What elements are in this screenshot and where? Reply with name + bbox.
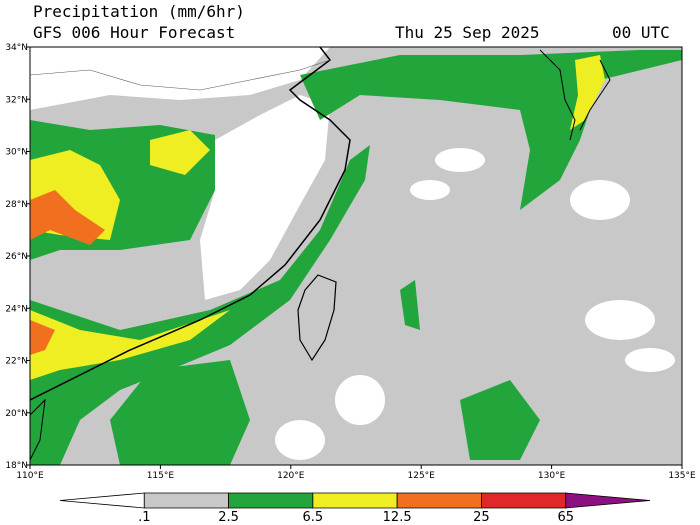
lat-label: 26°N [5, 252, 28, 262]
lon-label: 120°E [277, 471, 305, 481]
lat-label: 30°N [5, 148, 28, 158]
lat-label: 22°N [5, 357, 28, 367]
colorbar-segment [59, 492, 145, 509]
lat-label: 34°N [5, 43, 28, 53]
colorbar-segment [396, 492, 482, 509]
colorbar-segment [312, 492, 398, 509]
colorbar-segment [481, 492, 567, 509]
lon-label: 135°E [668, 471, 696, 481]
date: Thu 25 Sep 2025 [395, 23, 540, 42]
lat-label: 20°N [5, 409, 28, 419]
colorbar-label: 25 [473, 510, 490, 525]
lon-label: 115°E [147, 471, 175, 481]
lon-label: 125°E [408, 471, 436, 481]
title: Precipitation (mm/6hr) [33, 2, 245, 21]
time: 00 UTC [612, 23, 670, 42]
colorbar-label: 65 [557, 510, 574, 525]
lat-label: 28°N [5, 200, 28, 210]
colorbar-label: 12.5 [383, 510, 412, 525]
lat-label: 32°N [5, 95, 28, 105]
colorbar-label: 2.5 [218, 510, 239, 525]
lon-label: 130°E [538, 471, 566, 481]
colorbar-label: .1 [138, 510, 150, 525]
lat-label: 24°N [5, 304, 28, 314]
colorbar-segment [228, 492, 314, 509]
precip-field [30, 47, 682, 465]
colorbar-segment [143, 492, 229, 509]
lat-label: 18°N [5, 461, 28, 471]
colorbar-segment [565, 492, 651, 509]
lon-label: 110°E [16, 471, 44, 481]
colorbar: .1 2.5 6.5 12.5 25 65 [59, 492, 651, 525]
colorbar-label: 6.5 [303, 510, 324, 525]
subtitle: GFS 006 Hour Forecast [33, 23, 235, 42]
